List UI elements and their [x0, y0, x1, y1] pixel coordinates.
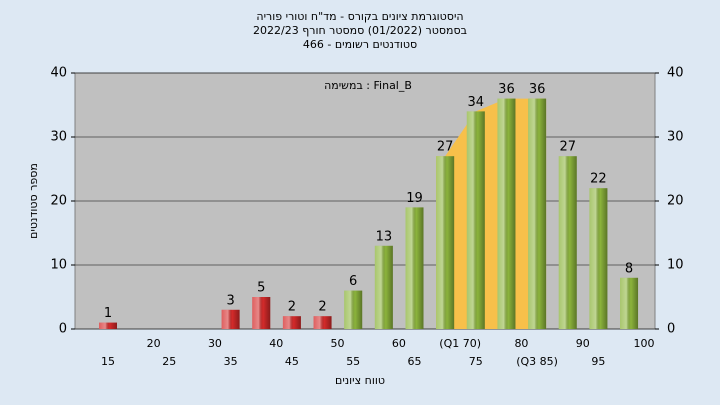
- x-tick-label: 80: [514, 337, 528, 350]
- data-label: 27: [437, 140, 454, 155]
- data-label: 13: [376, 229, 393, 244]
- data-label: 5: [257, 281, 265, 296]
- y2-tick-label: 40: [667, 66, 684, 81]
- data-label: 8: [625, 261, 633, 276]
- x-tick-label: 65: [408, 355, 422, 368]
- x-tick-label: 90: [576, 337, 590, 350]
- x-tick-label: 35: [224, 355, 238, 368]
- bar-shade: [620, 277, 639, 329]
- y-tick-label: 30: [50, 130, 67, 145]
- data-label: 3: [226, 293, 234, 308]
- chart-title: היסטוגרמת ציונים בקורס - מד"ח וטורי פורי…: [256, 10, 463, 23]
- y-axis-title: מספר סטודנטים: [27, 163, 40, 239]
- bar-shade: [252, 297, 271, 329]
- x-tick-label: 55: [346, 355, 360, 368]
- x-tick-label: (Q1 70): [439, 337, 481, 350]
- bar-shade: [497, 98, 516, 329]
- y-tick-label: 10: [50, 258, 67, 273]
- data-label: 36: [529, 82, 546, 97]
- x-axis-title: טווח ציונים: [335, 374, 385, 387]
- bar-shade: [99, 322, 117, 329]
- y2-tick-label: 10: [667, 258, 684, 273]
- x-tick-label: 75: [469, 355, 483, 368]
- y-tick-label: 0: [59, 322, 67, 337]
- data-label: 6: [349, 274, 357, 289]
- y2-tick-label: 30: [667, 130, 684, 145]
- bar-shade: [374, 245, 393, 329]
- annotation: במשימה : Final_B: [324, 79, 412, 92]
- x-tick-label: 50: [331, 337, 345, 350]
- data-label: 1: [104, 306, 112, 321]
- chart-subtitle: בסמסטר (01/2022) סמסטר חורף 2022/23: [253, 24, 467, 37]
- y-tick-label: 20: [50, 194, 67, 209]
- x-tick-label: 30: [208, 337, 222, 350]
- x-tick-label: 95: [591, 355, 605, 368]
- y2-tick-label: 0: [667, 322, 675, 337]
- data-label: 19: [406, 191, 423, 206]
- data-label: 27: [559, 140, 576, 155]
- y-tick-label: 40: [50, 66, 67, 81]
- bar-shade: [436, 156, 455, 329]
- bar-shade: [466, 111, 485, 330]
- data-label: 34: [468, 95, 485, 110]
- x-tick-label: 45: [285, 355, 299, 368]
- x-tick-label: 25: [162, 355, 176, 368]
- bar-shade: [344, 290, 363, 329]
- y2-tick-label: 20: [667, 194, 684, 209]
- data-label: 22: [590, 172, 607, 187]
- quartile-area: [436, 98, 547, 329]
- bar-shade: [221, 309, 240, 329]
- x-tick-label: 20: [147, 337, 161, 350]
- bar-shade: [405, 207, 424, 329]
- x-tick-label: (Q3 85): [516, 355, 558, 368]
- bar-shade: [282, 316, 301, 329]
- chart-subtitle: סטודנטים רשומים - 466: [303, 38, 417, 51]
- data-label: 2: [318, 300, 326, 315]
- bar-shade: [528, 98, 547, 329]
- x-tick-label: 40: [269, 337, 283, 350]
- data-label: 2: [288, 300, 296, 315]
- data-label: 36: [498, 82, 515, 97]
- bar-shade: [589, 188, 608, 329]
- x-tick-label: 100: [634, 337, 655, 350]
- bar-shade: [313, 316, 332, 329]
- x-tick-label: 60: [392, 337, 406, 350]
- x-tick-label: 15: [101, 355, 115, 368]
- bar-shade: [558, 156, 577, 329]
